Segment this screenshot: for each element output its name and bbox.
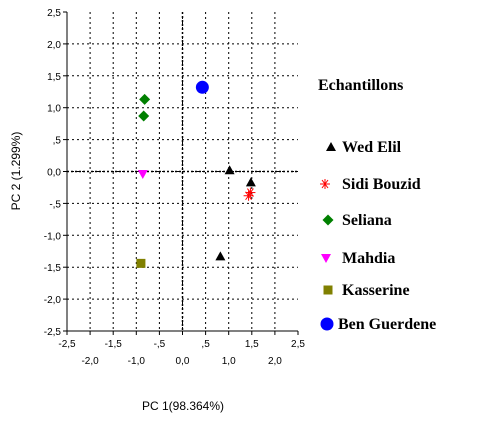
point-seliana: [139, 93, 151, 105]
y-tick-label: -,5: [49, 199, 61, 210]
y-tick-label: 2,0: [47, 40, 61, 51]
y-tick-label: -1,5: [44, 263, 62, 274]
x-tick-label: 0,0: [176, 356, 190, 367]
point-wed-elil: [245, 177, 256, 187]
x-tick-label: 1,5: [245, 339, 259, 350]
legend-marker-seliana: [322, 214, 334, 226]
data-points: [136, 80, 256, 268]
x-tick-label: 2,0: [268, 356, 282, 367]
x-tick-label: -1,0: [128, 356, 146, 367]
x-tick-label: -1,5: [105, 339, 123, 350]
point-mahdia: [137, 170, 148, 180]
legend-label-kasserine: Kasserine: [342, 282, 410, 299]
y-tick-label: 0,0: [47, 168, 61, 179]
y-tick-label: ,5: [53, 136, 62, 147]
legend-marker-kasserine: [323, 285, 333, 295]
x-tick-label: -,5: [154, 339, 166, 350]
legend-label-seliana: Seliana: [342, 212, 392, 229]
y-tick-label: 2,5: [47, 8, 61, 19]
point-wed-elil: [224, 165, 235, 175]
y-tick-label: -2,5: [44, 327, 62, 338]
y-axis-title: PC 2 (1.299%): [9, 132, 23, 211]
x-axis-title: PC 1(98.364%): [142, 399, 224, 413]
y-tick-label: 1,5: [47, 72, 61, 83]
point-seliana: [138, 110, 150, 122]
legend-marker-wed-elil: [326, 142, 336, 151]
point-ben-guerdene: [195, 80, 209, 94]
legend-label-ben-guerdene: Ben Guerdene: [338, 316, 436, 333]
x-tick-label: 2,5: [291, 339, 305, 350]
y-tick-label: -2,0: [44, 295, 62, 306]
x-tick-label: -2,0: [81, 356, 99, 367]
legend-label-sidi-bouzid: Sidi Bouzid: [342, 176, 421, 193]
y-tick-label: -1,0: [44, 231, 62, 242]
legend-marker-ben-guerdene: [320, 317, 334, 331]
legend-label-mahdia: Mahdia: [342, 250, 395, 267]
point-sidi-bouzid: [245, 187, 256, 198]
x-axis-ticks: -2,5 -2,0 -1,5 -1,0 -,5 0,0 ,5 1,0 1,5 2,0 2,5: [58, 331, 305, 367]
point-wed-elil: [215, 251, 226, 261]
grid-lines: [67, 12, 298, 331]
y-axis-ticks: 2,5 2,0 1,5 1,0 ,5 0,0 -,5 -1,0 -1,5 -2,0 -2,5: [44, 8, 67, 338]
legend-marker-sidi-bouzid: [320, 179, 330, 189]
legend: Wed Elil Sidi Bouzid Seliana Mahdia Kasserin…: [320, 139, 436, 333]
x-tick-label: -2,5: [58, 339, 76, 350]
point-kasserine: [136, 258, 146, 268]
x-tick-label: 1,0: [222, 356, 236, 367]
y-tick-label: 1,0: [47, 104, 61, 115]
legend-label-wed-elil: Wed Elil: [342, 139, 402, 156]
legend-marker-mahdia: [321, 254, 331, 263]
legend-title: Echantillons: [318, 77, 403, 94]
x-tick-label: ,5: [201, 339, 210, 350]
